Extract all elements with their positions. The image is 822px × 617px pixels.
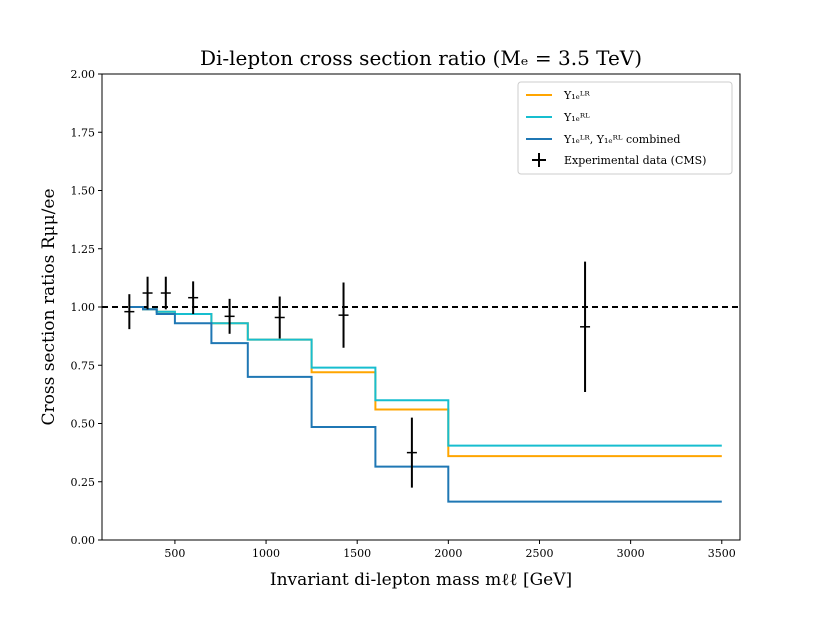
y-tick-label: 1.75 — [71, 126, 96, 139]
legend-item: Y₁ₑᴸᴿ — [526, 89, 591, 102]
data-point — [580, 261, 591, 393]
data-point — [338, 282, 349, 348]
legend-item: Y₁ₑᴿᴸ — [526, 111, 590, 124]
data-point — [406, 417, 417, 488]
axis-ticks: 500 1000 1500 2000 2500 3000 3500 0.00 0.25 0.50 0… — [71, 68, 736, 560]
y-tick-label: 2.00 — [71, 68, 96, 81]
legend-label: Y₁ₑᴸᴿ, Y₁ₑᴿᴸ combined — [563, 133, 680, 146]
x-tick-label: 500 — [164, 547, 185, 560]
legend-label: Experimental data (CMS) — [564, 154, 706, 167]
series-line-2 — [129, 306, 722, 447]
series-line-3 — [129, 306, 722, 503]
legend-item: Y₁ₑᴸᴿ, Y₁ₑᴿᴸ combined — [526, 133, 680, 146]
y-tick-label: 1.00 — [71, 301, 96, 314]
y-tick-label: 0.50 — [71, 418, 96, 431]
data-point — [188, 281, 199, 314]
x-tick-label: 2000 — [434, 547, 462, 560]
chart-title: Di-lepton cross section ratio (Mₑ = 3.5 … — [200, 46, 642, 70]
legend-label: Y₁ₑᴿᴸ — [563, 111, 590, 124]
data-point — [124, 294, 135, 330]
y-tick-label: 1.25 — [71, 243, 96, 256]
x-axis-label: Invariant di-lepton mass mℓℓ [GeV] — [270, 570, 572, 590]
data-point — [142, 276, 153, 310]
y-tick-label: 1.50 — [71, 185, 96, 198]
legend-box — [517, 81, 733, 175]
y-tick-label: 0.25 — [71, 476, 96, 489]
x-tick-label: 3000 — [617, 547, 645, 560]
data-point — [274, 296, 285, 339]
x-tick-label: 3500 — [708, 547, 736, 560]
plot-area — [102, 261, 740, 503]
x-tick-label: 2500 — [525, 547, 553, 560]
data-point — [224, 298, 235, 334]
series-line-1 — [129, 306, 722, 458]
legend-label: Y₁ₑᴸᴿ — [563, 89, 591, 102]
legend: Y₁ₑᴸᴿ Y₁ₑᴿᴸ Y₁ₑᴸᴿ, Y₁ₑᴿᴸ combined Experimen… — [517, 81, 733, 175]
y-axis-label: Cross section ratios Rμμ/ee — [39, 188, 59, 425]
y-tick-label: 0.75 — [71, 359, 96, 372]
y-tick-label: 0.00 — [71, 534, 96, 547]
x-tick-label: 1500 — [343, 547, 371, 560]
data-point — [160, 276, 171, 310]
x-tick-label: 1000 — [252, 547, 280, 560]
legend-item: Experimental data (CMS) — [532, 153, 706, 167]
